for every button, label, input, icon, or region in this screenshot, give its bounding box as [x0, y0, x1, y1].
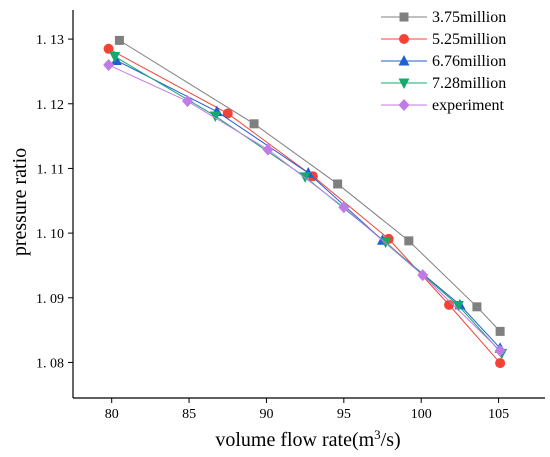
legend-label: 7.28million: [432, 75, 506, 92]
data-point: [333, 179, 343, 189]
y-tick-label: 1. 10: [36, 227, 64, 242]
x-tick-label: 85: [182, 407, 196, 422]
data-point: [114, 35, 124, 45]
x-tick-label: 100: [411, 407, 432, 422]
data-point: [444, 299, 455, 310]
data-point: [494, 344, 506, 357]
data-point: [182, 95, 194, 108]
data-point: [472, 302, 482, 312]
x-axis-label: volume flow rate(m3/s): [215, 427, 400, 451]
data-point: [262, 143, 274, 156]
data-point: [417, 269, 429, 282]
series-5: [103, 58, 506, 357]
data-point: [103, 58, 115, 71]
legend-marker: [398, 55, 410, 66]
data-point: [103, 43, 114, 54]
plot-axes: 80 85 90 95 100 105 1. 08 1. 09 1. 10 1. 11 1. 12 1…: [36, 10, 545, 422]
legend-marker: [399, 34, 409, 44]
legend-item: 6.76million: [381, 53, 506, 70]
data-point: [495, 326, 505, 336]
data-point: [404, 236, 414, 246]
y-tick-label: 1. 11: [37, 162, 64, 177]
data-point: [222, 108, 233, 119]
legend-marker: [398, 99, 410, 111]
data-point: [209, 111, 221, 123]
legend-marker: [398, 78, 410, 89]
x-tick-label: 95: [337, 407, 351, 422]
y-tick-label: 1. 08: [36, 356, 64, 371]
legend-item: 3.75million: [381, 9, 506, 26]
y-tick-label: 1. 12: [36, 98, 64, 113]
legend-label: 5.25million: [432, 31, 506, 48]
legend-label: experiment: [432, 97, 505, 114]
legend-marker: [399, 12, 409, 22]
series-layer: [103, 35, 508, 369]
legend-label: 3.75million: [432, 9, 506, 26]
legend-label: 6.76million: [432, 53, 506, 70]
y-tick-label: 1. 09: [36, 292, 64, 307]
y-axis-label: pressure ratio: [9, 148, 31, 256]
data-point: [452, 301, 464, 312]
data-point: [495, 358, 506, 369]
data-point: [338, 201, 350, 214]
x-tick-label: 80: [105, 407, 119, 422]
legend: 3.75million 5.25million 6.76million 7.28mil…: [381, 9, 506, 114]
series-line: [108, 48, 501, 364]
data-point: [110, 54, 122, 65]
series-line: [108, 64, 501, 352]
x-tick-label: 105: [488, 407, 509, 422]
data-point: [249, 119, 259, 129]
y-tick-label: 1. 13: [36, 33, 64, 48]
legend-item: experiment: [381, 97, 505, 114]
series-1: [114, 35, 505, 336]
legend-item: 5.25million: [381, 31, 506, 48]
data-point: [109, 52, 121, 63]
legend-item: 7.28million: [381, 75, 506, 92]
x-tick-label: 90: [259, 407, 273, 422]
series-2: [103, 43, 506, 369]
